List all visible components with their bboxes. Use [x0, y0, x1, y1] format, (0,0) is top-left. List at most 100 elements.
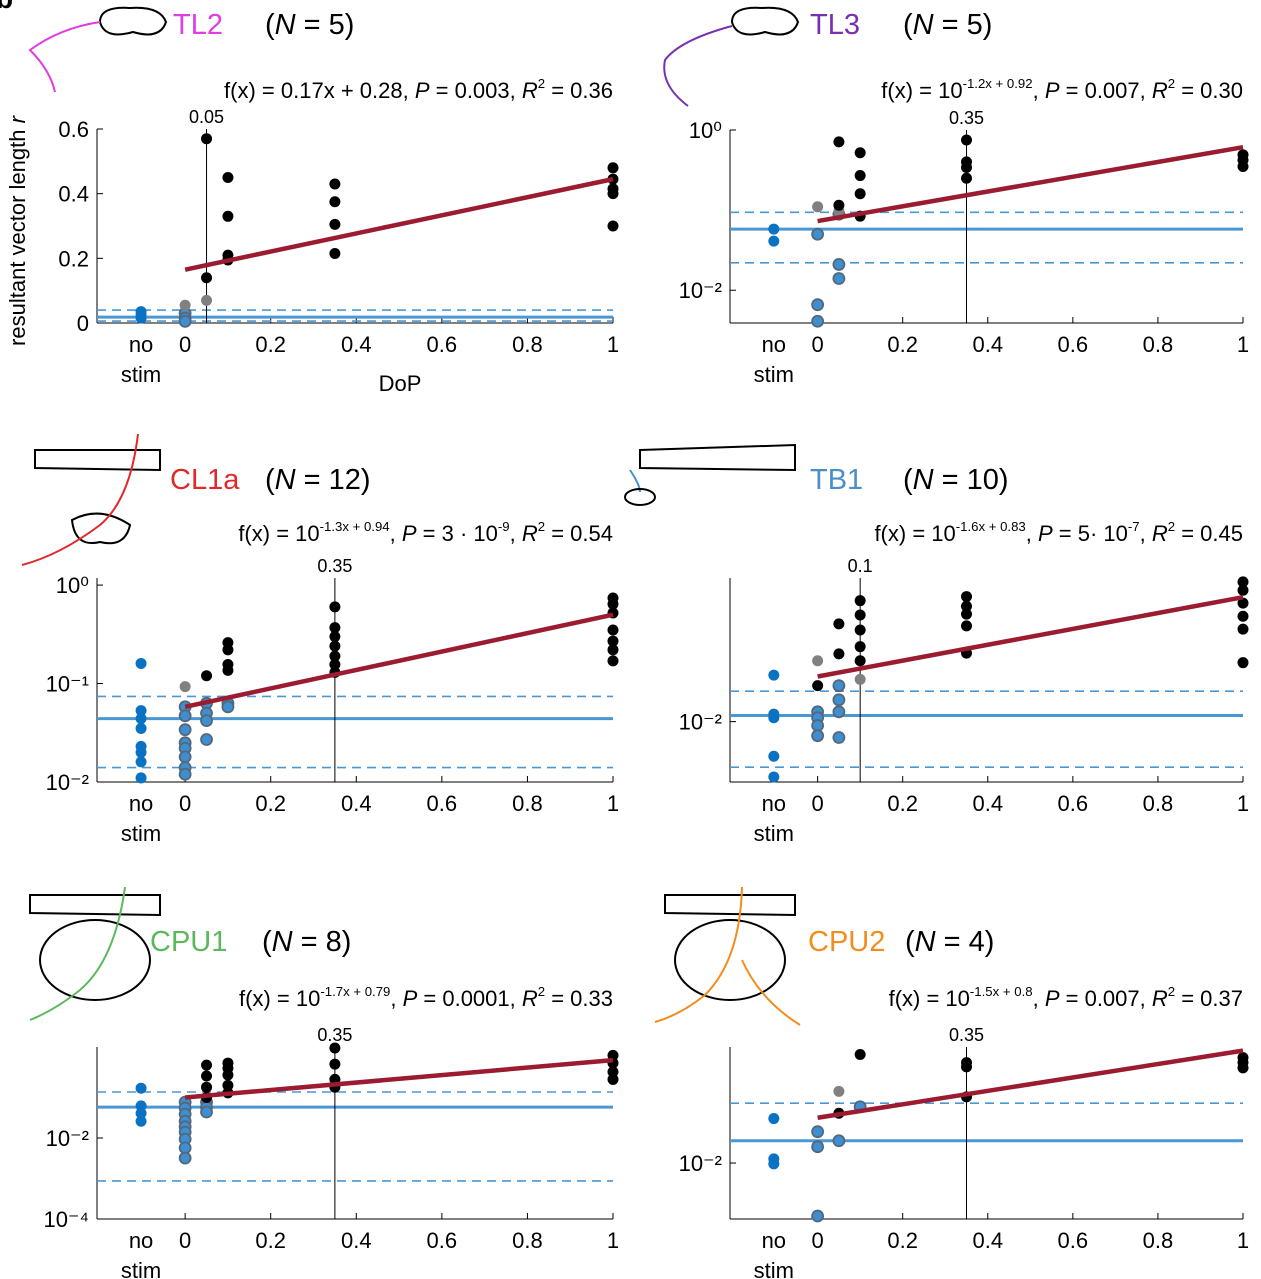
data-point: [833, 618, 844, 629]
y-tick-label: 10⁻²: [46, 770, 89, 795]
fit-equation-part: f(x) = 10: [239, 986, 320, 1011]
data-point: [1238, 585, 1249, 596]
fit-equation-part: ,: [1026, 521, 1038, 546]
panel-title: CPU1: [150, 926, 227, 958]
x-tick-label: 0.6: [427, 1228, 458, 1253]
data-point: [180, 316, 191, 327]
n-label-part: N: [275, 9, 296, 41]
data-point: [812, 229, 823, 240]
neuron-icon: [664, 26, 732, 106]
no-stim-point: [136, 723, 147, 734]
data-point: [201, 272, 212, 283]
data-point: [812, 201, 823, 212]
no-stim-point: [136, 747, 147, 758]
x-tick-label: 0: [812, 791, 824, 816]
no-stim-label: stim: [121, 821, 161, 846]
y-tick-label: 10⁻²: [679, 278, 722, 303]
x-tick-label: 1: [607, 1228, 619, 1253]
data-point: [180, 710, 191, 721]
no-stim-point: [136, 658, 147, 669]
neuron-icon: [30, 887, 125, 1020]
n-label: (N = 10): [903, 464, 1009, 496]
no-stim-label: stim: [754, 1258, 794, 1279]
data-point: [961, 620, 972, 631]
data-point: [180, 751, 191, 762]
neuron-icon: [665, 895, 795, 915]
data-point: [329, 196, 340, 207]
fit-equation-part: -1.7x + 0.79: [320, 984, 390, 999]
threshold-label: 0.35: [317, 556, 352, 576]
fit-equation-part: 2: [1168, 76, 1175, 91]
data-point: [961, 609, 972, 620]
x-tick-label: 0.2: [887, 791, 918, 816]
data-point: [855, 625, 866, 636]
data-point: [608, 1074, 619, 1085]
fit-line: [818, 147, 1243, 221]
fit-equation-part: = 0.33: [545, 986, 613, 1011]
fit-equation-part: = 0.37: [1175, 986, 1243, 1011]
fit-equation-part: R: [522, 78, 538, 103]
data-point: [961, 173, 972, 184]
no-stim-point: [136, 756, 147, 767]
n-label-part: = 5): [934, 9, 993, 41]
x-tick-label: 0.8: [512, 791, 543, 816]
n-label: (N = 8): [262, 926, 351, 958]
data-point: [961, 162, 972, 173]
fit-equation-part: P: [403, 986, 418, 1011]
y-axis-label-part: r: [5, 114, 30, 123]
x-tick-label: 0.2: [887, 1228, 918, 1253]
n-label-part: N: [913, 9, 934, 41]
n-label-part: = 10): [934, 464, 1009, 496]
n-label-part: (: [265, 464, 275, 496]
no-stim-point: [768, 751, 779, 762]
x-tick-label: 0.6: [1058, 332, 1089, 357]
fit-equation-part: -1.6x + 0.83: [956, 519, 1026, 534]
data-point: [201, 715, 212, 726]
fit-equation-part: P: [415, 78, 430, 103]
data-point: [222, 644, 233, 655]
data-point: [855, 610, 866, 621]
fit-equation: f(x) = 10-1.3x + 0.94, P = 3 · 10-9, R2 …: [238, 519, 613, 546]
x-tick-label: 0.6: [1058, 1228, 1089, 1253]
x-axis-label: DoP: [379, 371, 422, 396]
data-point: [812, 655, 823, 666]
n-label: (N = 5): [265, 9, 354, 41]
x-tick-label: 1: [607, 332, 619, 357]
data-point: [855, 674, 866, 685]
fit-equation: f(x) = 10-1.7x + 0.79, P = 0.0001, R2 = …: [239, 984, 613, 1011]
threshold-label: 0.1: [848, 556, 873, 576]
panel-title: TB1: [810, 464, 863, 496]
threshold-label: 0.35: [949, 108, 984, 128]
data-point: [201, 1082, 212, 1093]
x-tick-label: 1: [1237, 332, 1249, 357]
data-point: [1238, 657, 1249, 668]
no-stim-point: [768, 224, 779, 235]
no-stim-label: stim: [754, 821, 794, 846]
data-point: [222, 172, 233, 183]
data-point: [201, 133, 212, 144]
data-point: [855, 147, 866, 158]
n-label-part: = 8): [293, 926, 352, 958]
fit-equation-part: P: [1038, 521, 1053, 546]
no-stim-point: [136, 713, 147, 724]
data-point: [180, 769, 191, 780]
x-tick-label: 0.8: [1143, 1228, 1174, 1253]
fit-line: [185, 179, 613, 270]
fit-equation-part: ,: [1033, 986, 1045, 1011]
no-stim-point: [136, 1116, 147, 1127]
data-point: [833, 648, 844, 659]
fit-equation-part: P: [1045, 78, 1060, 103]
n-label-part: N: [272, 926, 293, 958]
fit-equation-part: R: [1152, 521, 1168, 546]
fit-equation-part: 2: [1168, 984, 1175, 999]
data-point: [833, 259, 844, 270]
data-point: [812, 299, 823, 310]
fit-equation-part: f(x) = 10: [874, 521, 955, 546]
fit-equation-part: P: [402, 521, 417, 546]
n-label-part: = 5): [296, 9, 355, 41]
data-point: [180, 681, 191, 692]
neuron-icon: [732, 8, 798, 35]
x-tick-label: 0.6: [1058, 791, 1089, 816]
n-label-part: (: [262, 926, 272, 958]
no-stim-point: [768, 1158, 779, 1169]
